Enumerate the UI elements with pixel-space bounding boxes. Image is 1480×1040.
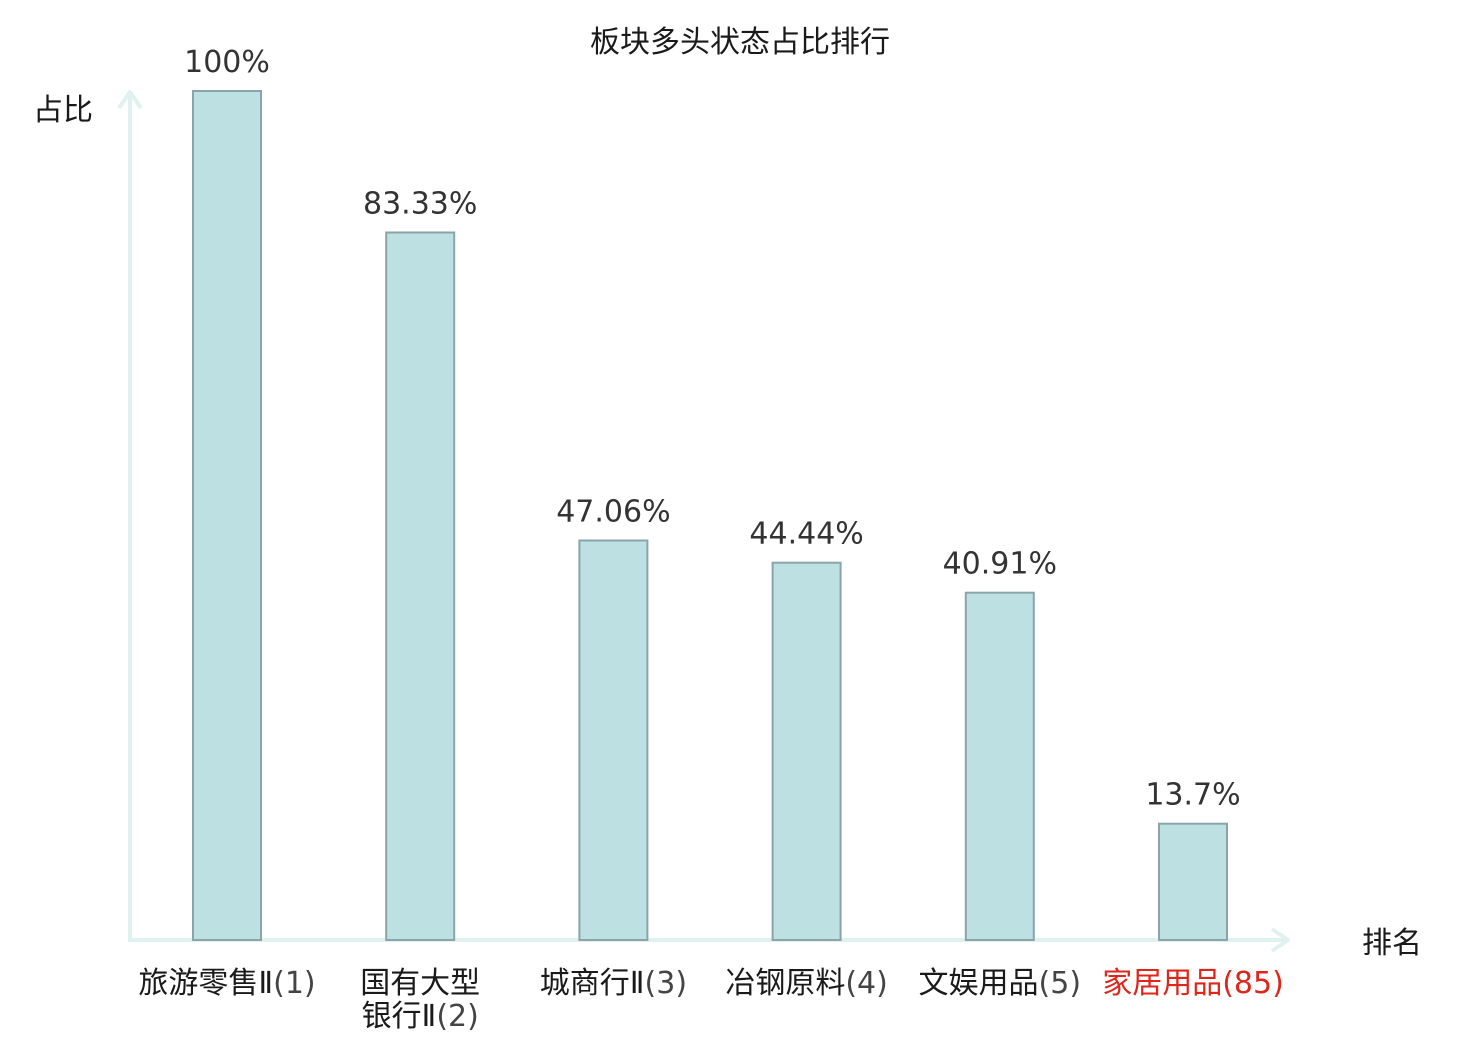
y-axis-arrow-icon [117,90,143,110]
category-label-2: 国有大型银行Ⅱ(2) [360,966,480,1034]
category-name-5: 文娱用品 [919,966,1039,1001]
value-label-6: 13.7% [1145,778,1240,813]
x-axis [128,927,1290,953]
bar-1 [192,90,262,941]
category-name-1: 旅游零售Ⅱ [138,966,273,1001]
value-labels-group: 100% 83.33% 47.06% 44.44% 40.91% 13.7% [184,45,1241,813]
category-rank-2: (2) [436,999,479,1034]
bar-6 [1158,822,1228,942]
x-axis-label: 排名 [1362,926,1422,961]
x-axis-arrow-icon [1270,927,1290,953]
category-label-1: 旅游零售Ⅱ(1) [138,966,315,1001]
value-label-3: 47.06% [556,495,670,530]
category-rank-6: (85) [1222,966,1284,1001]
y-axis [117,90,143,940]
category-rank-1: (1) [273,966,316,1001]
category-rank-3: (3) [645,966,688,1001]
value-label-4: 44.44% [749,517,863,552]
category-name-2-line1: 国有大型 [360,966,480,1001]
bar-3 [578,539,649,941]
category-rank-4: (4) [845,966,888,1001]
bars-group [192,90,1228,942]
value-label-2: 83.33% [363,187,477,222]
category-label-6: 家居用品(85) [1102,966,1284,1001]
category-label-4: 冶钢原料(4) [725,966,888,1001]
category-name-4: 冶钢原料 [725,966,845,1001]
y-axis-label: 占比 [33,93,93,128]
category-name-2-line2: 银行Ⅱ [362,999,437,1034]
category-name-3: 城商行Ⅱ [540,966,645,1001]
category-label-5: 文娱用品(5) [919,966,1082,1001]
category-name-6: 家居用品 [1102,966,1222,1001]
category-rank-5: (5) [1039,966,1082,1001]
value-label-1: 100% [184,45,270,80]
chart-title: 板块多头状态占比排行 [590,25,890,60]
bar-5 [964,591,1035,941]
bar-4 [771,561,842,941]
category-label-3: 城商行Ⅱ(3) [540,966,687,1001]
category-labels-group: 旅游零售Ⅱ(1) 国有大型银行Ⅱ(2) 城商行Ⅱ(3) 冶钢原料(4) 文娱用品(5) 家… [138,966,1283,1034]
bar-2 [385,231,456,941]
value-label-5: 40.91% [943,547,1057,582]
